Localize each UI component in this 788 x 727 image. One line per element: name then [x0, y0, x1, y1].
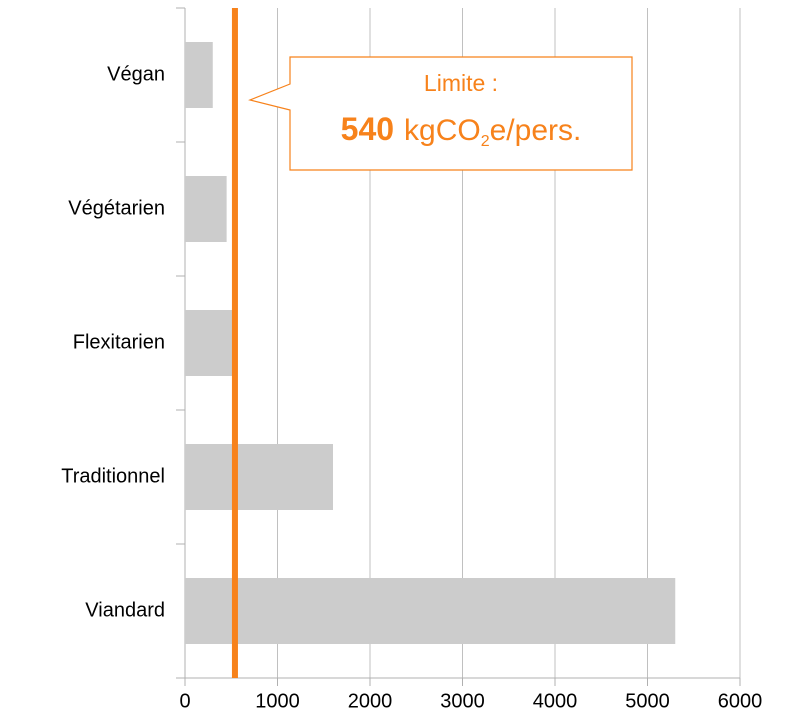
x-tick-label: 4000: [533, 690, 578, 712]
x-tick-label: 5000: [625, 690, 670, 712]
callout-value: 540 kgCO2e/pers.: [341, 111, 582, 150]
x-tick-label: 6000: [718, 690, 763, 712]
x-tick-label: 2000: [348, 690, 393, 712]
y-tick-label: Viandard: [85, 599, 165, 621]
bar: [185, 444, 333, 510]
bar: [185, 578, 676, 644]
bar: [185, 310, 237, 376]
bar: [185, 42, 213, 108]
y-tick-label: Végétarien: [68, 197, 165, 219]
x-tick-label: 3000: [440, 690, 485, 712]
unit-part: e/pers.: [490, 114, 582, 147]
y-tick-label: Végan: [107, 63, 165, 85]
x-tick-label: 0: [179, 690, 190, 712]
callout-box: [248, 56, 633, 171]
y-tick-label: Traditionnel: [61, 465, 165, 487]
y-tick-label: Flexitarien: [73, 331, 165, 353]
callout-title: Limite :: [424, 70, 498, 96]
unit-subscript: 2: [481, 133, 490, 150]
bar: [185, 176, 227, 242]
unit-part: kgCO: [404, 114, 481, 147]
limit-number: 540: [341, 111, 394, 147]
x-tick-label: 1000: [255, 690, 300, 712]
